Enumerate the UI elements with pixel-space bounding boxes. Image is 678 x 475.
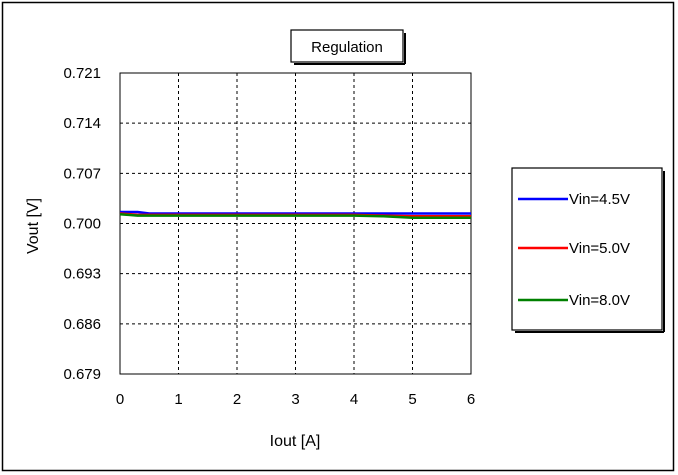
x-tick-label: 1 (174, 391, 182, 408)
y-tick-label: 0.721 (63, 65, 101, 82)
legend-label-1: Vin=4.5V (569, 191, 630, 208)
y-tick-label: 0.693 (63, 266, 101, 283)
x-tick-label: 4 (350, 391, 358, 408)
x-tick-label: 6 (467, 391, 475, 408)
series-line-3 (119, 212, 471, 220)
chart-title: Regulation (311, 39, 383, 56)
x-tick-labels: 0 1 2 3 4 5 6 (116, 391, 475, 408)
x-tick-label: 0 (116, 391, 124, 408)
grid (120, 73, 471, 374)
x-tick-label: 2 (233, 391, 241, 408)
x-tick-label: 5 (408, 391, 416, 408)
title-box (290, 29, 404, 63)
y-tick-label: 0.686 (63, 316, 101, 333)
y-tick-label: 0.714 (63, 115, 101, 132)
series-line-1 (120, 210, 471, 215)
y-axis-label: Vout [V] (25, 198, 42, 254)
y-tick-label: 0.700 (63, 216, 101, 233)
x-axis-label: Iout [A] (270, 433, 321, 450)
legend-label-2: Vin=5.0V (569, 240, 630, 257)
legend-label-3: Vin=8.0V (569, 292, 630, 309)
legend-entries: Vin=4.5V Vin=5.0V Vin=8.0V (518, 191, 630, 309)
x-tick-label: 3 (291, 391, 299, 408)
y-tick-labels: 0.721 0.714 0.707 0.700 0.693 0.686 0.679 (63, 65, 101, 383)
series-lines (119, 210, 471, 220)
y-tick-label: 0.679 (63, 366, 101, 383)
y-tick-label: 0.707 (63, 165, 101, 182)
